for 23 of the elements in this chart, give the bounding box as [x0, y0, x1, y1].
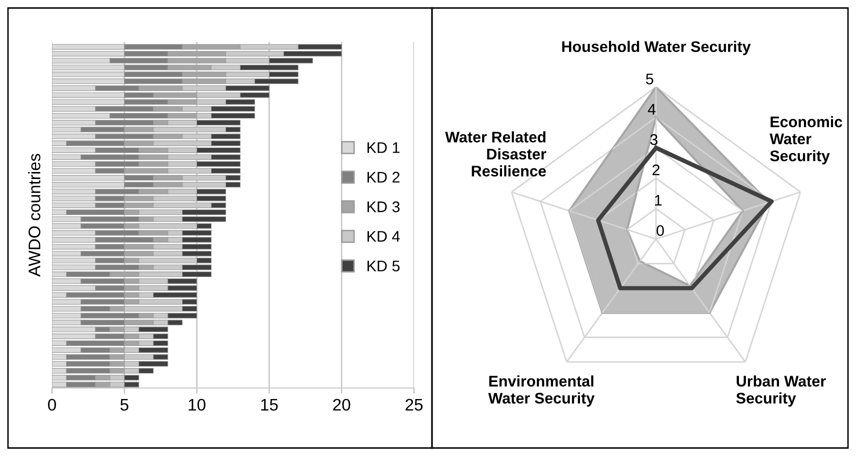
legend-label: KD 3 [368, 201, 400, 212]
x-tick-label: 10 [188, 398, 206, 411]
y-tick-label: 3 [650, 134, 658, 145]
spoke-label: Economic Water Security [770, 116, 842, 164]
legend-label: KD 5 [368, 260, 400, 272]
y-axis-title: AWDO countries [28, 154, 40, 277]
y-tick-label: 1 [655, 194, 662, 206]
spoke-label: Urban Water Security [736, 375, 826, 407]
spoke-label: Household Water Security [562, 40, 751, 56]
x-tick-label: 25 [406, 398, 423, 411]
y-tick-label: 0 [656, 225, 664, 236]
legend-label: KD 4 [368, 231, 400, 242]
x-tick-label: 5 [120, 399, 128, 411]
legend-label: KD 1 [368, 142, 400, 153]
spoke-label: Environmental Water Security [488, 375, 595, 407]
x-tick-label: 15 [261, 399, 278, 411]
y-tick-label: 4 [648, 104, 656, 115]
spoke-label: Water Related Disaster Resilience [445, 131, 546, 177]
y-tick-label: 2 [652, 164, 660, 176]
x-tick-label: 0 [48, 398, 56, 411]
x-tick-label: 20 [333, 398, 350, 411]
y-tick-label: 5 [646, 74, 654, 84]
legend-label: KD 2 [368, 172, 400, 182]
